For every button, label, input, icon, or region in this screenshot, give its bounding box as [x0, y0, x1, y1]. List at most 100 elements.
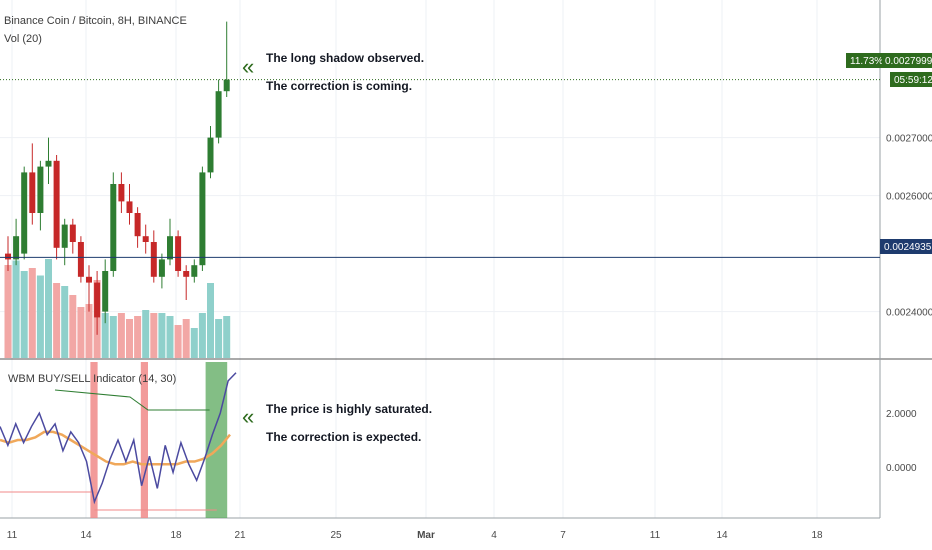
candle-body [150, 242, 157, 277]
oscillator-lines [0, 372, 237, 511]
candle-body [29, 172, 36, 213]
price-tick-label: 0.0024000 [886, 308, 932, 319]
volume-bar [109, 316, 117, 358]
volume-bar [12, 260, 20, 358]
oscillator-tick-label: 0.0000 [886, 463, 917, 474]
annotation-top-line-1: The long shadow observed. [266, 51, 424, 65]
chevron-icon: « [242, 54, 254, 79]
candle-body [134, 213, 141, 237]
time-tick-label: 7 [560, 530, 566, 541]
time-tick-label: Mar [417, 530, 435, 541]
volume-bars [4, 259, 231, 358]
candle-body [45, 160, 52, 167]
price-levels [0, 79, 880, 258]
volume-bar [117, 313, 125, 358]
annotation-bottom-line-2: The correction is expected. [266, 430, 421, 444]
volume-bar [150, 313, 158, 358]
volume-bar [174, 325, 182, 358]
candle-body [69, 224, 76, 242]
candle-body [110, 184, 117, 271]
candle-body [86, 276, 92, 283]
volume-bar [223, 316, 231, 358]
time-tick-label: 14 [80, 530, 92, 541]
candle-body [13, 236, 20, 260]
annotation-bottom-line-1: The price is highly saturated. [266, 402, 432, 416]
green-zone [205, 362, 228, 518]
candle-body [126, 201, 133, 213]
volume-bar [142, 310, 150, 358]
candle-body [223, 79, 230, 92]
indicator-label: WBM BUY/SELL Indicator (14, 30) [8, 373, 176, 385]
candle-body [53, 160, 60, 248]
candle-body [102, 271, 109, 312]
red-zone [90, 362, 98, 518]
price-tick-label: 0.0027000 [886, 134, 932, 145]
volume-bar [101, 313, 109, 358]
candle-body [77, 242, 84, 277]
candle-body [21, 172, 28, 254]
level-price-value: 0.0024935 [884, 242, 932, 253]
oscillator-tick-label: 2.0000 [886, 409, 917, 420]
candle-body [61, 224, 68, 248]
oscillator-main-line [0, 372, 237, 505]
time-tick-label: 18 [811, 530, 823, 541]
time-tick-label: 25 [330, 530, 342, 541]
volume-bar [126, 319, 133, 358]
volume-bar [166, 316, 174, 358]
volume-bar [134, 316, 142, 358]
volume-bar [198, 313, 206, 358]
volume-bar [69, 295, 77, 358]
time-tick-label: 4 [491, 530, 497, 541]
candle-body [142, 236, 149, 242]
grid-lines [0, 0, 932, 519]
candle-body [158, 259, 165, 277]
volume-bar [61, 286, 69, 358]
candle-body [5, 253, 11, 260]
chevron-icon: « [242, 404, 254, 429]
volume-bar [182, 319, 190, 358]
countdown-timer: 05:59:12 [894, 75, 932, 86]
candle-body [118, 184, 125, 202]
percent-change-tag: 11.73% [850, 56, 883, 67]
volume-bar [4, 265, 12, 358]
volume-bar [53, 283, 61, 358]
level-price-tag: 0.0024935 [880, 239, 932, 254]
volume-bar [190, 328, 198, 358]
red-zone [140, 362, 148, 518]
oscillator-zones [90, 362, 228, 518]
volume-label: Vol (20) [4, 33, 42, 45]
last-price-value: 0.0027999 [885, 56, 932, 67]
candle-body [167, 236, 173, 260]
time-tick-label: 18 [170, 530, 182, 541]
volume-bar [45, 259, 52, 358]
candle-body [175, 236, 182, 271]
axes: 0.0024000 0.0026000 0.0027000 2.0000 0.0000 1… [7, 134, 932, 541]
last-price-tag: 11.73% 0.0027999 05:59:12 [846, 53, 932, 87]
time-tick-label: 21 [234, 530, 246, 541]
candle-body [183, 271, 190, 277]
candle-body [94, 282, 101, 318]
time-tick-label: 11 [7, 530, 18, 541]
candle-body [37, 166, 44, 213]
volume-bar [28, 268, 36, 358]
volume-bar [158, 313, 166, 358]
volume-bar [85, 304, 93, 358]
time-tick-label: 11 [650, 530, 661, 541]
volume-bar [36, 275, 44, 358]
volume-bar [207, 283, 214, 358]
time-tick-label: 14 [716, 530, 728, 541]
candle-body [215, 91, 222, 138]
volume-bar [20, 271, 28, 358]
candle-body [199, 172, 206, 266]
price-tick-label: 0.0026000 [886, 192, 932, 203]
oscillator-signal-line [0, 430, 231, 466]
volume-bar [77, 307, 85, 358]
candle-body [191, 265, 198, 277]
annotation-top-line-2: The correction is coming. [266, 79, 412, 93]
symbol-title: Binance Coin / Bitcoin, 8H, BINANCE [4, 15, 187, 27]
candlesticks [5, 21, 230, 335]
volume-bar [215, 319, 223, 358]
candle-body [207, 137, 214, 173]
buy-threshold-line [54, 389, 210, 411]
